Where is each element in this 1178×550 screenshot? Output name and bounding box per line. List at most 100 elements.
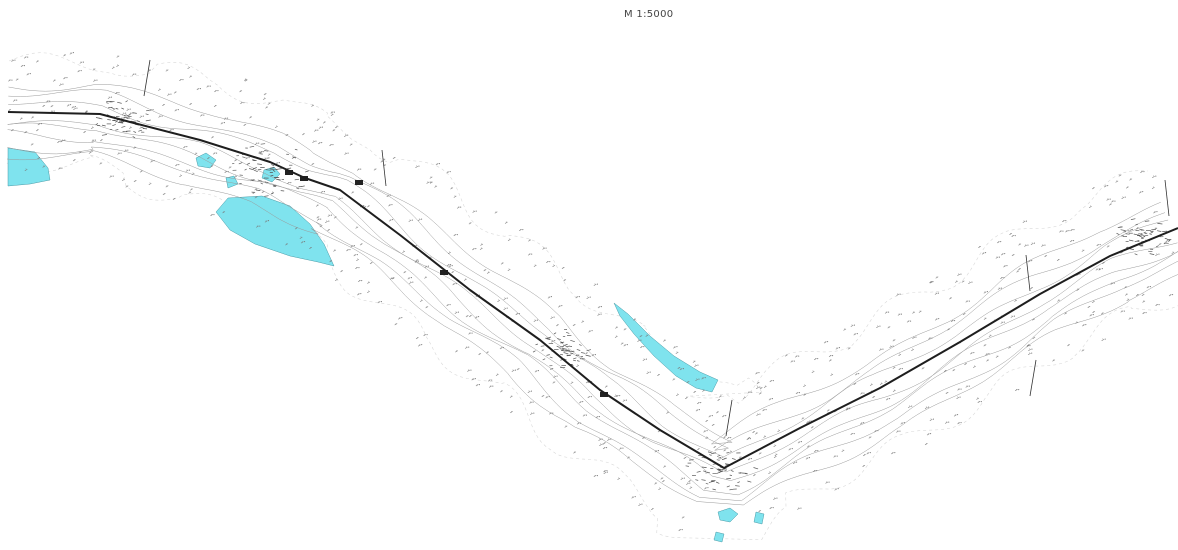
- survey-point: ·: [854, 381, 856, 386]
- survey-point: ·: [827, 407, 829, 412]
- survey-point: ·: [356, 257, 358, 262]
- survey-mark: [701, 377, 705, 380]
- survey-mark: [377, 301, 381, 304]
- survey-point: ·: [451, 185, 453, 190]
- structure-mark: [560, 350, 566, 352]
- survey-mark: [812, 470, 816, 473]
- lake-elongated: [613, 302, 719, 393]
- survey-point: ·: [1052, 357, 1054, 362]
- survey-point: ·: [140, 168, 142, 173]
- survey-mark: [564, 425, 568, 428]
- contour-line: [8, 88, 1166, 451]
- survey-point: ·: [1067, 342, 1069, 347]
- structure-mark: [117, 101, 122, 104]
- survey-point: ·: [528, 237, 530, 242]
- survey-point: ·: [367, 203, 369, 208]
- survey-mark: [223, 117, 227, 120]
- survey-point: ·: [955, 279, 957, 284]
- survey-mark: [1003, 265, 1007, 268]
- survey-point: ·: [286, 132, 288, 137]
- survey-mark: [351, 191, 355, 194]
- survey-mark: [1091, 187, 1095, 190]
- structure-mark: [244, 168, 247, 171]
- survey-mark: [1141, 293, 1145, 296]
- survey-mark: [953, 414, 957, 417]
- survey-mark: [88, 151, 92, 154]
- survey-mark: [333, 249, 337, 252]
- survey-mark: [697, 448, 700, 451]
- survey-mark: [452, 283, 456, 286]
- survey-mark: [663, 465, 667, 468]
- survey-point: ·: [333, 127, 335, 132]
- survey-mark: [658, 487, 662, 490]
- survey-point: ·: [331, 112, 333, 117]
- survey-mark: [1026, 345, 1030, 348]
- survey-point: ·: [53, 77, 55, 82]
- survey-mark: [747, 437, 751, 440]
- survey-mark: [825, 481, 829, 484]
- survey-mark: [36, 60, 39, 63]
- survey-mark: [704, 487, 707, 490]
- survey-mark: [1138, 191, 1142, 194]
- survey-mark: [912, 336, 916, 339]
- survey-point: ·: [190, 186, 192, 191]
- survey-point: ·: [479, 351, 481, 356]
- survey-mark: [367, 290, 370, 293]
- road-route[interactable]: [7, 111, 1178, 469]
- structure-mark: [275, 178, 281, 181]
- survey-mark: [139, 170, 143, 173]
- survey-point: ·: [234, 174, 236, 179]
- survey-point: ·: [501, 260, 503, 265]
- structure-mark: [721, 468, 727, 471]
- survey-mark: [42, 165, 46, 168]
- structure-mark: [725, 464, 728, 466]
- structure-mark: [119, 121, 124, 123]
- survey-point: ·: [350, 141, 352, 146]
- structure-mark: [251, 191, 255, 194]
- survey-mark: [929, 281, 932, 284]
- survey-mark: [602, 447, 606, 450]
- survey-mark: [133, 180, 137, 183]
- survey-point: ·: [1032, 316, 1034, 321]
- survey-point: ·: [553, 263, 555, 268]
- survey-mark: [409, 281, 412, 284]
- survey-point: ·: [464, 277, 466, 282]
- survey-mark: [1106, 198, 1110, 201]
- survey-mark: [572, 324, 576, 327]
- structure-mark: [585, 354, 591, 357]
- survey-mark: [107, 96, 111, 99]
- survey-point: ·: [333, 247, 335, 252]
- survey-point: ·: [757, 380, 759, 385]
- survey-point: ·: [1017, 268, 1019, 273]
- survey-point: ·: [100, 137, 102, 142]
- survey-point: ·: [316, 202, 318, 207]
- structure-mark: [1163, 242, 1167, 245]
- survey-mark: [935, 276, 939, 279]
- survey-point: ·: [435, 183, 437, 188]
- survey-mark: [889, 345, 893, 348]
- survey-point: ·: [174, 89, 176, 94]
- structure-mark: [246, 162, 251, 165]
- survey-mark: [680, 477, 684, 480]
- survey-point: ·: [195, 151, 197, 156]
- survey-point: ·: [323, 119, 325, 124]
- survey-point: ·: [542, 393, 544, 398]
- survey-point: ·: [268, 101, 270, 106]
- structure-mark: [549, 356, 553, 359]
- survey-mark: [1027, 352, 1031, 355]
- survey-point: ·: [466, 313, 468, 318]
- survey-mark: [1151, 186, 1155, 189]
- survey-mark: [810, 426, 814, 429]
- structure-mark: [559, 348, 565, 351]
- survey-mark: [1016, 270, 1020, 273]
- survey-point: ·: [129, 125, 131, 130]
- survey-mark: [285, 243, 289, 246]
- survey-mark: [463, 278, 467, 281]
- survey-mark: [965, 385, 969, 388]
- survey-mark: [206, 157, 210, 160]
- structure-mark: [1149, 253, 1155, 255]
- survey-mark: [1118, 174, 1122, 177]
- survey-mark: [978, 246, 981, 249]
- survey-mark: [944, 421, 948, 424]
